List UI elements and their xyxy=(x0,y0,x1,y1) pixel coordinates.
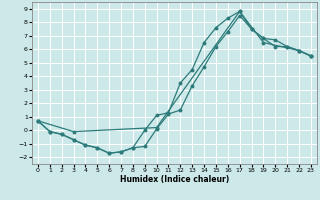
X-axis label: Humidex (Indice chaleur): Humidex (Indice chaleur) xyxy=(120,175,229,184)
